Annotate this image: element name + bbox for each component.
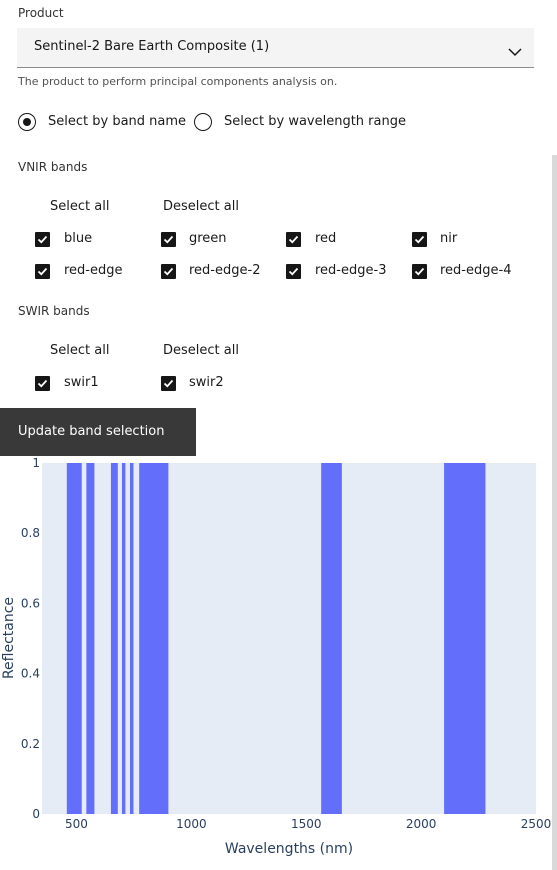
x-tick-label: 2000 (406, 817, 437, 831)
swir-deselect-all-link[interactable]: Deselect all (163, 343, 239, 358)
y-tick-label: 0.6 (21, 596, 40, 610)
checkbox-swir2[interactable] (161, 376, 176, 391)
y-tick-label: 0.8 (21, 526, 40, 540)
checkbox-label-swir2: swir2 (189, 375, 224, 390)
y-tick-label: 1 (32, 456, 40, 470)
checkbox-swir1[interactable] (35, 376, 50, 391)
band-bar (158, 463, 163, 814)
checkbox-label-red: red (315, 231, 337, 246)
checkbox-label-red-edge-2: red-edge-2 (189, 263, 261, 278)
checkbox-red-edge-4[interactable] (412, 264, 427, 279)
scrollbar[interactable] (552, 155, 557, 870)
checkbox-label-red-edge-3: red-edge-3 (315, 263, 387, 278)
checkbox-red-edge-3[interactable] (286, 264, 301, 279)
checkbox-red-edge[interactable] (35, 264, 50, 279)
radio-select-by-wavelength-range[interactable]: Select by wavelength range (194, 113, 406, 133)
vnir-deselect-all-link[interactable]: Deselect all (163, 199, 239, 214)
band-bar (66, 463, 82, 814)
band-bar (141, 463, 169, 814)
checkbox-red-edge-2[interactable] (161, 264, 176, 279)
swir-title: SWIR bands (18, 304, 90, 318)
y-tick-label: 0.2 (21, 737, 40, 751)
x-axis-label: Wavelengths (nm) (225, 841, 353, 857)
x-tick-label: 2500 (521, 817, 552, 831)
band-bar (139, 463, 144, 814)
checkbox-label-blue: blue (64, 231, 93, 246)
checkbox-label-red-edge-4: red-edge-4 (440, 263, 512, 278)
checkbox-nir[interactable] (412, 232, 427, 247)
band-chart: 500 1000 1500 2000 2500 0 0.2 0.4 0.6 0.8 1 Wavele… (1, 456, 552, 857)
radio-selected-icon (18, 113, 36, 131)
checkbox-label-green: green (189, 231, 227, 246)
checkbox-green[interactable] (161, 232, 176, 247)
checkbox-label-red-edge: red-edge (64, 263, 123, 278)
product-select-value: Sentinel-2 Bare Earth Composite (1) (34, 39, 270, 54)
radio-label: Select by wavelength range (224, 114, 406, 129)
x-tick-label: 1500 (291, 817, 322, 831)
product-select[interactable]: Sentinel-2 Bare Earth Composite (1) (17, 28, 534, 68)
checkbox-blue[interactable] (35, 232, 50, 247)
checkbox-red[interactable] (286, 232, 301, 247)
product-helper-text: The product to perform principal compone… (18, 75, 338, 88)
x-tick-label: 500 (65, 817, 88, 831)
radio-select-by-band-name[interactable]: Select by band name (18, 113, 188, 133)
update-band-selection-button[interactable]: Update band selection (0, 408, 196, 456)
radio-label: Select by band name (48, 114, 187, 129)
checkbox-label-nir: nir (440, 231, 458, 246)
y-tick-label: 0.4 (21, 667, 40, 681)
band-bar (86, 463, 95, 814)
vnir-title: VNIR bands (18, 160, 88, 174)
product-label: Product (18, 6, 64, 20)
band-bar (121, 463, 126, 814)
vnir-select-all-link[interactable]: Select all (50, 199, 110, 214)
swir-select-all-link[interactable]: Select all (50, 343, 110, 358)
band-bar (444, 463, 486, 814)
chevron-down-icon (508, 42, 522, 61)
band-bar (130, 463, 134, 814)
band-bar (321, 463, 342, 814)
y-tick-label: 0 (32, 807, 40, 821)
update-button-label: Update band selection (18, 424, 165, 439)
checkbox-label-swir1: swir1 (64, 375, 99, 390)
x-tick-label: 1000 (176, 817, 207, 831)
band-bar (110, 463, 118, 814)
radio-unselected-icon (194, 113, 212, 131)
y-axis-label: Reflectance (1, 597, 17, 679)
